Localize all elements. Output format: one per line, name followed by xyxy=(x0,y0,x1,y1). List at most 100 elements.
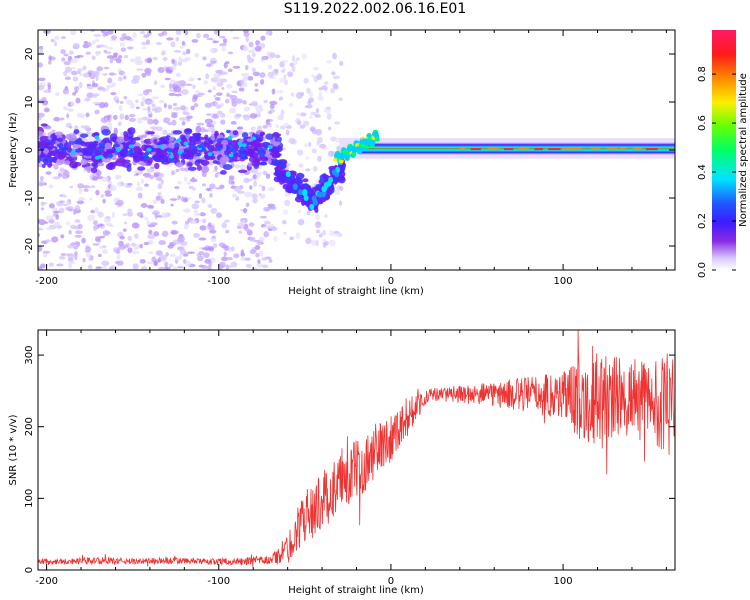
spectrogram-blob xyxy=(251,159,261,167)
spectrogram-onset xyxy=(352,148,358,153)
spectrogram-speck xyxy=(161,51,165,56)
spectrogram-speck xyxy=(113,52,118,58)
spectrogram-speck xyxy=(267,64,273,70)
spectrogram-speck xyxy=(212,86,217,91)
spectrogram-blob xyxy=(275,147,282,151)
spectrogram-speck xyxy=(194,52,199,58)
spectrogram-speck xyxy=(296,149,304,156)
spectrogram-speck xyxy=(281,220,287,225)
spectrogram-blob xyxy=(84,166,92,171)
spectrogram-hotspot xyxy=(302,189,308,196)
spectrogram-speck xyxy=(111,82,117,87)
spectrogram-speck xyxy=(69,185,74,189)
spectrogram-speck xyxy=(192,94,198,100)
spectrogram-blob xyxy=(74,139,84,145)
spectrogram-speck xyxy=(265,32,270,35)
spectrogram-blob xyxy=(187,166,197,171)
spectrogram-onset xyxy=(339,155,345,161)
spectrogram-speck xyxy=(264,220,271,225)
spectrogram-hotspot xyxy=(115,148,121,153)
spectrogram-speck xyxy=(227,51,234,55)
spectrogram-hotspot xyxy=(239,146,245,151)
spectrogram-speck xyxy=(184,30,189,36)
spectrogram-hotspot xyxy=(317,191,323,198)
spectrogram-speck xyxy=(53,210,61,214)
spectrogram-speck xyxy=(117,175,122,179)
spectrogram-speck xyxy=(119,235,125,240)
spectrogram-speck xyxy=(103,66,110,70)
spectrogram-blob xyxy=(295,177,301,183)
spectrogram-speck xyxy=(323,81,329,85)
spectrogram-blob xyxy=(133,136,141,141)
spectrogram-blob xyxy=(137,166,146,171)
spectrogram-speck xyxy=(209,183,216,189)
spectrogram-hotspot xyxy=(251,136,257,141)
spectrogram-hotspot xyxy=(183,141,189,146)
spectrogram-blob xyxy=(210,133,216,141)
spectrogram-speck xyxy=(254,88,259,92)
spectrogram-speck xyxy=(141,46,147,50)
spectrogram-speck xyxy=(311,74,315,79)
spectrogram-speck xyxy=(97,86,105,91)
spectrogram-speck xyxy=(77,223,83,230)
spectrogram-blob xyxy=(220,170,227,175)
spectrogram-speck xyxy=(192,232,201,238)
spectrogram-speck xyxy=(63,53,69,57)
spectrogram-blob xyxy=(175,162,184,168)
spectrogram-speck xyxy=(74,234,82,238)
spectrogram-speck xyxy=(278,96,284,101)
spectrogram-speck xyxy=(153,173,159,178)
spectrogram-speck xyxy=(140,178,145,185)
spectrogram-speck xyxy=(239,221,243,227)
colorbar-label: Normalized spectral amplitude xyxy=(738,73,749,227)
spectrogram-speck xyxy=(252,266,258,270)
spectrogram-speck xyxy=(177,195,181,200)
spectrogram-blob xyxy=(186,162,193,167)
spectrogram-speck xyxy=(322,229,327,236)
spectrogram-speck xyxy=(67,253,75,259)
spectrogram-speck xyxy=(160,84,166,88)
spectrogram-speck xyxy=(72,92,77,96)
spectrogram-speck xyxy=(66,113,70,119)
spectrogram-blob xyxy=(275,162,284,168)
spectrogram-speck xyxy=(269,104,275,109)
spectrogram-speck xyxy=(99,245,104,249)
spectrogram-speck xyxy=(63,61,71,66)
spectrogram-blob xyxy=(273,142,279,148)
spectrogram-hotspot xyxy=(285,171,291,178)
spectrogram-speck xyxy=(140,31,146,35)
spectrogram-speck xyxy=(223,62,228,69)
spectrogram-blob xyxy=(196,164,203,171)
spectrogram-blob xyxy=(43,158,49,165)
spectrogram-speck xyxy=(65,201,71,206)
spectrogram-speck xyxy=(143,172,152,178)
spectrogram-speck xyxy=(160,198,165,205)
spectrogram-speck xyxy=(84,125,90,132)
spectrogram-heatmap xyxy=(38,30,675,270)
spectrogram-speck xyxy=(316,73,323,80)
spectrogram-speck xyxy=(39,182,44,187)
spectrogram-onset xyxy=(364,144,370,149)
spectrogram-speck xyxy=(182,111,191,116)
spectrogram-speck xyxy=(207,203,213,209)
spectrogram-speck xyxy=(175,30,182,36)
snr-ticks: -200 -100 0 100 0 100 200 300 xyxy=(24,330,675,587)
spectrogram-speck xyxy=(214,186,223,190)
spectrogram-speck xyxy=(151,119,159,124)
spectrogram-speck xyxy=(137,192,143,199)
spectrogram-speck xyxy=(151,108,156,112)
spectrogram-blob xyxy=(47,146,53,150)
spectrogram-speck xyxy=(178,61,182,67)
spectrogram-speck xyxy=(74,230,83,235)
spectrogram-speck xyxy=(214,97,221,101)
spectrogram-hotspot xyxy=(227,135,233,140)
spectrogram-speck xyxy=(106,122,113,126)
spectrogram-speck xyxy=(78,81,83,89)
spectrogram-blob xyxy=(256,142,267,148)
spectrogram-speck xyxy=(187,197,192,200)
spectrogram-speck xyxy=(107,30,114,35)
spectrogram-speck xyxy=(185,115,193,119)
spectrogram-speck xyxy=(120,181,124,186)
spectrogram-speck xyxy=(67,244,74,249)
